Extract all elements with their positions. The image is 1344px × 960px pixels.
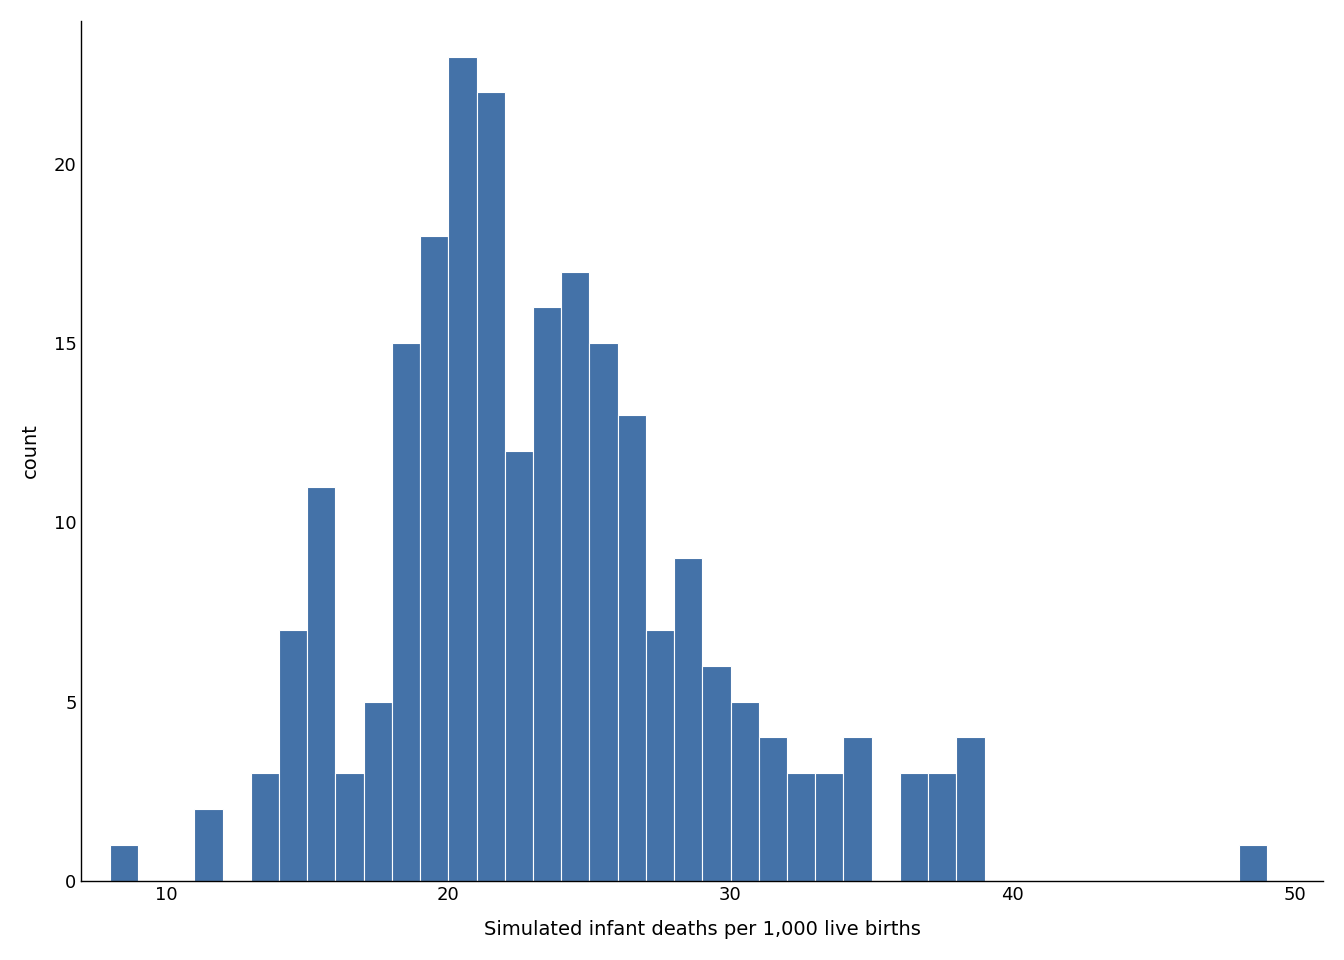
Bar	[929, 773, 957, 880]
Bar	[731, 702, 759, 880]
Bar	[308, 487, 336, 880]
Bar	[505, 451, 534, 880]
Bar	[816, 773, 844, 880]
Bar	[392, 344, 421, 880]
Bar	[1239, 845, 1267, 880]
Bar	[900, 773, 929, 880]
X-axis label: Simulated infant deaths per 1,000 live births: Simulated infant deaths per 1,000 live b…	[484, 921, 921, 939]
Bar	[421, 236, 449, 880]
Y-axis label: count: count	[22, 423, 40, 478]
Bar	[759, 737, 788, 880]
Bar	[534, 307, 562, 880]
Bar	[280, 630, 308, 880]
Bar	[590, 344, 618, 880]
Bar	[675, 558, 703, 880]
Bar	[449, 57, 477, 880]
Bar	[844, 737, 872, 880]
Bar	[646, 630, 675, 880]
Bar	[336, 773, 364, 880]
Bar	[364, 702, 392, 880]
Bar	[957, 737, 985, 880]
Bar	[788, 773, 816, 880]
Bar	[703, 665, 731, 880]
Bar	[618, 415, 646, 880]
Bar	[562, 272, 590, 880]
Bar	[251, 773, 280, 880]
Bar	[110, 845, 138, 880]
Bar	[195, 809, 223, 880]
Bar	[477, 92, 505, 880]
